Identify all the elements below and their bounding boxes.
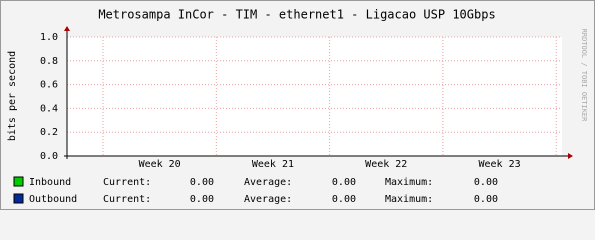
x-tick-label: Week 20	[139, 159, 181, 170]
x-arrow	[568, 153, 573, 159]
stat-value: 0.00	[190, 194, 214, 205]
stat-value: 0.00	[474, 194, 498, 205]
stat-label: Current:	[103, 177, 151, 188]
y-tick-label: 1.0	[40, 32, 58, 43]
legend-swatch	[13, 176, 24, 187]
x-tick-label: Week 23	[478, 159, 520, 170]
stat-value: 0.00	[332, 177, 356, 188]
stat-value: 0.00	[190, 177, 214, 188]
stat-label: Maximum:	[385, 177, 433, 188]
y-tick-label: 0.8	[40, 56, 58, 67]
plot-area	[67, 37, 562, 156]
y-tick-label: 0.0	[40, 151, 58, 162]
x-tick-label: Week 22	[365, 159, 407, 170]
chart: Metrosampa InCor - TIM - ethernet1 - Lig…	[0, 0, 595, 210]
y-arrow	[64, 26, 70, 31]
stat-label: Average:	[244, 177, 292, 188]
legend-label: Outbound	[29, 194, 77, 205]
chart-title: Metrosampa InCor - TIM - ethernet1 - Lig…	[98, 8, 495, 22]
y-axis-label: bits per second	[7, 51, 18, 141]
stat-label: Current:	[103, 194, 151, 205]
y-tick-label: 0.2	[40, 127, 58, 138]
watermark: RRDTOOL / TOBI OETIKER	[580, 29, 588, 123]
legend-swatch	[13, 193, 24, 204]
y-tick-label: 0.6	[40, 80, 58, 91]
stat-label: Average:	[244, 194, 292, 205]
stat-label: Maximum:	[385, 194, 433, 205]
stat-value: 0.00	[332, 194, 356, 205]
stat-value: 0.00	[474, 177, 498, 188]
legend-label: Inbound	[29, 177, 71, 188]
y-tick-label: 0.4	[40, 103, 58, 114]
x-tick-label: Week 21	[252, 159, 294, 170]
